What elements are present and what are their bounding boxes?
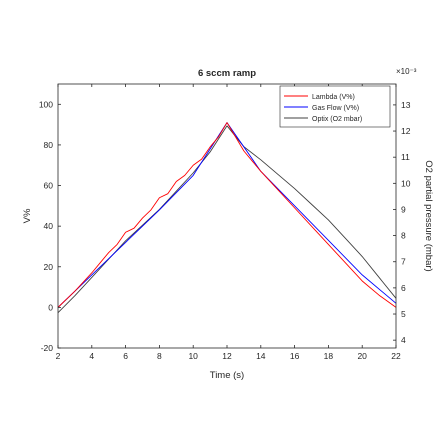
series-line-optix-o2-mbar [57,125,397,314]
y-right-tick-label: 11 [401,152,410,162]
plot-area [58,84,396,348]
y-right-tick-label: 6 [401,283,406,293]
y-axis-left: -20 0 20 40 60 80 100 [39,99,61,353]
y-right-tick-label: 10 [401,178,411,188]
x-tick-label: 16 [290,351,300,361]
legend-label-gas-flow: Gas Flow (V%) [312,105,359,112]
x-tick-label: 12 [222,351,232,361]
y-right-tick-label: 13 [401,100,411,110]
y-left-tick-label: -20 [41,343,54,353]
x-axis: 2 4 6 8 10 12 14 16 18 20 22 [56,84,401,361]
y-right-tick-label: 9 [401,204,406,214]
x-tick-label: 8 [157,351,162,361]
y-left-tick-label: 20 [44,262,54,272]
x-tick-label: 14 [256,351,266,361]
y-right-tick-label: 8 [401,231,406,241]
x-tick-label: 22 [391,351,401,361]
y-axis-left-label: V% [22,208,33,223]
y-axis-right-exponent: ×10⁻³ [396,67,417,76]
x-tick-label: 18 [324,351,334,361]
y-axis-right-label: O2 partial pressure (mbar) [423,160,434,271]
y-axis-right: 4 5 6 7 8 9 10 11 12 13 [393,100,411,345]
x-tick-label: 20 [357,351,367,361]
y-left-tick-label: 40 [44,221,54,231]
y-left-tick-label: 60 [44,181,54,191]
legend-label-optix: Optix (O2 mbar) [312,116,362,123]
legend: Lambda (V%) Gas Flow (V%) Optix (O2 mbar… [279,85,391,128]
y-right-tick-label: 7 [401,257,406,267]
series-line-lambda-v [57,122,397,308]
y-right-tick-label: 5 [401,309,406,319]
y-right-tick-label: 4 [401,335,406,345]
x-tick-label: 4 [89,351,94,361]
series-layer [57,122,397,314]
y-left-tick-label: 80 [44,140,54,150]
x-tick-label: 10 [188,351,198,361]
x-tick-label: 6 [123,351,128,361]
y-left-tick-label: 0 [48,302,53,312]
chart-title: 6 sccm ramp [198,68,256,79]
x-tick-label: 2 [56,351,61,361]
y-right-tick-label: 12 [401,126,411,136]
legend-label-lambda: Lambda (V%) [312,94,355,101]
x-axis-label: Time (s) [210,370,244,381]
y-left-tick-label: 100 [39,99,53,109]
